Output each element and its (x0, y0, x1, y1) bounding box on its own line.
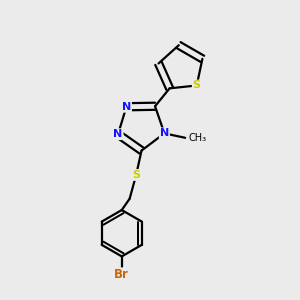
Text: N: N (122, 102, 131, 112)
Text: Br: Br (114, 268, 129, 281)
Text: S: S (132, 170, 140, 180)
Text: CH₃: CH₃ (189, 133, 207, 143)
Text: S: S (193, 80, 201, 91)
Text: N: N (160, 128, 169, 138)
Text: N: N (113, 129, 123, 139)
